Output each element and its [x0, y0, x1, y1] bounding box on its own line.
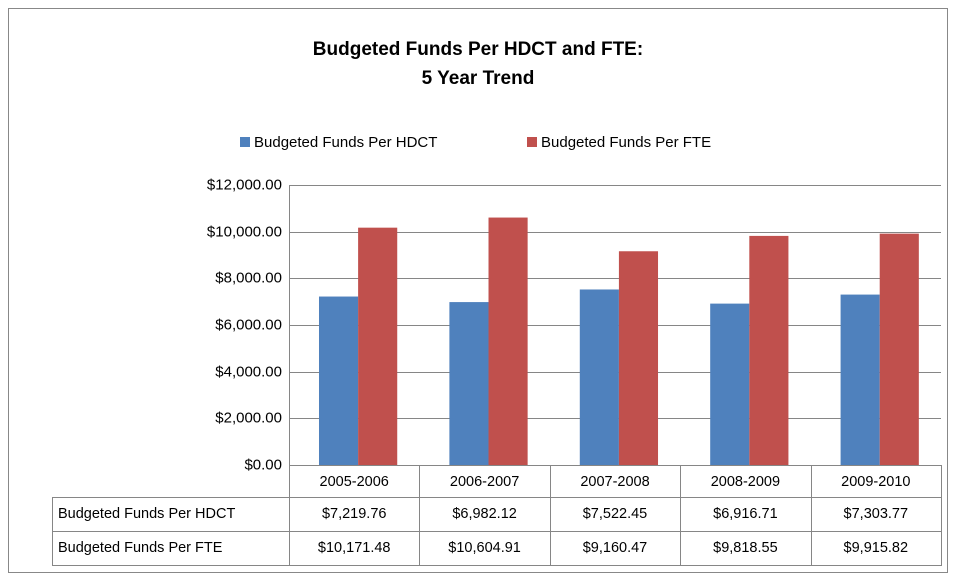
table-value: $6,916.71	[713, 506, 778, 522]
bar	[358, 227, 398, 465]
table-value: $7,522.45	[583, 506, 648, 522]
table-value: $7,303.77	[844, 506, 909, 522]
chart-border	[8, 8, 948, 573]
y-tick-label: $8,000.00	[215, 269, 282, 286]
bar	[879, 233, 919, 465]
legend-swatch	[240, 137, 250, 147]
bar	[710, 303, 750, 465]
bar	[840, 294, 880, 465]
legend-label: Budgeted Funds Per FTE	[541, 134, 711, 151]
table-value: $9,818.55	[713, 540, 778, 556]
table-value: $10,604.91	[448, 540, 521, 556]
y-tick-label: $6,000.00	[215, 316, 282, 333]
chart-title: Budgeted Funds Per HDCT and FTE:	[313, 39, 643, 60]
y-tick-label: $4,000.00	[215, 363, 282, 380]
table-value: $9,915.82	[844, 540, 909, 556]
y-tick-label: $10,000.00	[207, 223, 282, 240]
table-value: $9,160.47	[583, 540, 648, 556]
bar	[449, 302, 489, 465]
y-tick-label: $0.00	[244, 456, 282, 473]
legend-swatch	[527, 137, 537, 147]
bar	[618, 251, 659, 465]
bar	[488, 217, 528, 465]
table-value: $7,219.76	[322, 506, 387, 522]
y-tick-label: $2,000.00	[215, 409, 282, 426]
y-tick-label: $12,000.00	[207, 176, 282, 193]
chart-title: 5 Year Trend	[422, 68, 535, 89]
bar	[318, 296, 359, 465]
table-row-label: Budgeted Funds Per FTE	[58, 540, 223, 556]
x-tick-label: 2007-2008	[580, 474, 649, 490]
legend-label: Budgeted Funds Per HDCT	[254, 134, 437, 151]
table-value: $6,982.12	[452, 506, 517, 522]
x-tick-label: 2005-2006	[320, 474, 389, 490]
x-tick-label: 2008-2009	[711, 474, 780, 490]
bar	[579, 289, 619, 465]
x-tick-label: 2006-2007	[450, 474, 519, 490]
bar	[749, 235, 789, 465]
table-row-label: Budgeted Funds Per HDCT	[58, 506, 235, 522]
x-tick-label: 2009-2010	[841, 474, 910, 490]
table-value: $10,171.48	[318, 540, 391, 556]
